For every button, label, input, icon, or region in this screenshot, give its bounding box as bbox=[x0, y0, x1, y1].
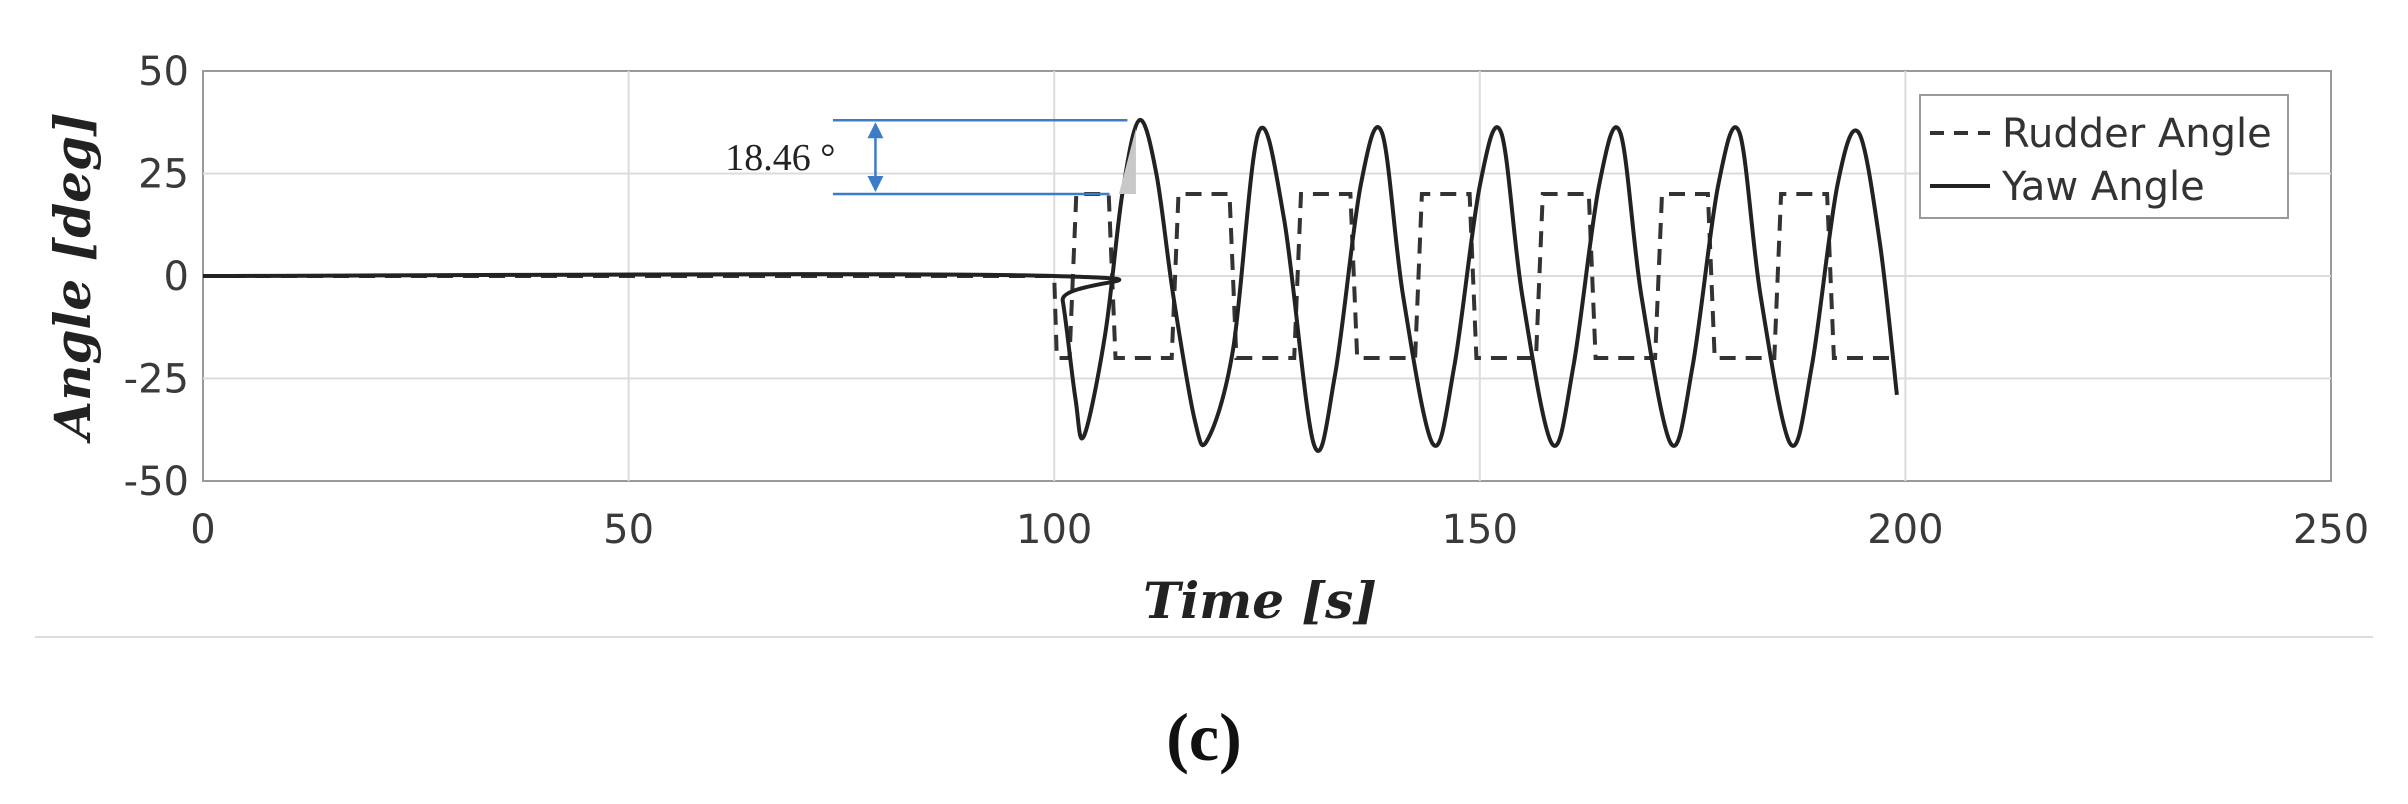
y-axis-title: Angle [deg] bbox=[43, 112, 102, 443]
x-tick-label: 50 bbox=[603, 507, 654, 553]
annotation-label: 18.46 ° bbox=[725, 137, 835, 179]
x-tick-label: 250 bbox=[2293, 507, 2369, 553]
dimension-arrowhead-top bbox=[867, 122, 884, 139]
y-tick-label: -25 bbox=[124, 357, 189, 403]
series-group bbox=[202, 118, 1899, 453]
x-tick-label: 100 bbox=[1016, 507, 1092, 553]
series-line-yaw-angle bbox=[202, 118, 1899, 453]
y-tick-label: 25 bbox=[138, 152, 189, 198]
y-axis-ticks: -50 -25 0 25 50 bbox=[124, 49, 189, 505]
y-tick-label: 50 bbox=[138, 49, 189, 95]
annotation-group: 18.46 ° bbox=[725, 118, 1136, 196]
dimension-arrowhead-bottom bbox=[867, 176, 884, 192]
x-tick-label: 0 bbox=[190, 507, 215, 553]
x-axis-title: Time [s] bbox=[1143, 571, 1377, 630]
legend-label-rudder-angle: Rudder Angle bbox=[2002, 111, 2272, 157]
y-tick-label: -50 bbox=[124, 459, 189, 505]
x-tick-label: 150 bbox=[1442, 507, 1518, 553]
overshoot-shading bbox=[1118, 128, 1136, 194]
series-line-rudder-angle bbox=[203, 192, 1894, 360]
legend-box bbox=[1919, 94, 2289, 219]
panel-label: (c) bbox=[1166, 699, 1241, 775]
x-axis-ticks: 0 50 100 150 200 250 bbox=[190, 507, 2369, 553]
y-tick-label: 0 bbox=[164, 254, 189, 300]
x-tick-label: 200 bbox=[1867, 507, 1943, 553]
legend-label-yaw-angle: Yaw Angle bbox=[2001, 164, 2205, 210]
legend: Rudder Angle Yaw Angle bbox=[1919, 94, 2289, 219]
